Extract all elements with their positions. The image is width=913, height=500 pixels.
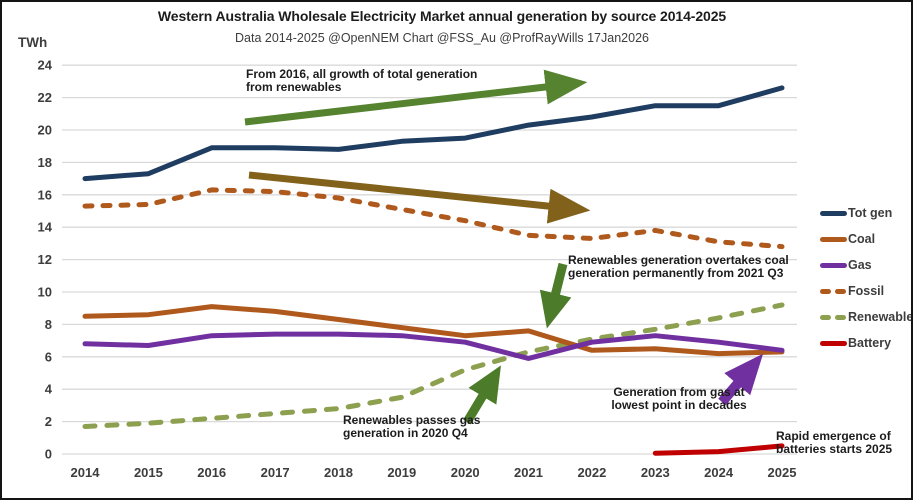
annotation-arrow-fossil-decline-arrow [248, 171, 591, 224]
y-tick-label: 16 [38, 187, 52, 202]
legend-label: Battery [848, 336, 892, 350]
annotation-arrow-renewables-overtake-coal [539, 262, 572, 329]
annotation-arrow-renewables-pass-gas [463, 365, 501, 425]
annotation-battery-emergence: Rapid emergence of batteries starts 2025 [776, 429, 893, 457]
series-line-fossil [82, 187, 785, 250]
x-tick-label: 2021 [514, 465, 543, 480]
x-tick-label: 2025 [768, 465, 797, 480]
series-line-coal [82, 304, 785, 357]
x-tick-label: 2018 [324, 465, 353, 480]
y-tick-label: 6 [45, 349, 52, 364]
series-line-tot-gen [82, 85, 785, 182]
chart-subtitle: Data 2014-2025 @OpenNEM Chart @FSS_Au @P… [235, 31, 649, 45]
legend-swatch [820, 288, 847, 294]
x-tick-label: 2019 [387, 465, 416, 480]
legend: Tot gen Coal Gas Fossil Renewable Battery [820, 200, 913, 356]
x-tick-label: 2023 [641, 465, 670, 480]
legend-item-coal: Coal [820, 226, 911, 252]
annotation-gas-lowest-point: Generation from gas at lowest point in d… [611, 385, 747, 413]
legend-swatch [820, 262, 847, 268]
legend-label: Gas [848, 258, 872, 272]
legend-swatch [820, 210, 847, 216]
x-tick-label: 2016 [197, 465, 226, 480]
legend-swatch [820, 340, 847, 346]
legend-item-tot-gen: Tot gen [820, 200, 911, 226]
series-line-gas [82, 331, 785, 361]
annotation-growth-renewables: From 2016, all growth of total generatio… [246, 67, 478, 95]
series-line-battery [652, 443, 785, 456]
legend-label: Fossil [848, 284, 885, 298]
legend-swatch [820, 314, 847, 320]
y-axis-unit-label: TWh [18, 35, 48, 50]
legend-label: Coal [848, 232, 876, 246]
chart-title: Western Australia Wholesale Electricity … [157, 8, 727, 24]
annotation-renewables-overtake-coal: Renewables generation overtakes coal gen… [568, 253, 789, 281]
legend-item-gas: Gas [820, 252, 911, 278]
x-tick-label: 2017 [261, 465, 290, 480]
legend-label: Renewable [848, 310, 913, 324]
legend-item-fossil: Fossil [820, 278, 911, 304]
x-tick-label: 2014 [71, 465, 101, 480]
y-tick-label: 8 [45, 317, 52, 332]
x-tick-label: 2024 [704, 465, 734, 480]
y-tick-label: 14 [38, 220, 53, 235]
x-tick-label: 2022 [577, 465, 606, 480]
y-tick-label: 10 [38, 285, 52, 300]
y-tick-label: 22 [38, 90, 52, 105]
x-tick-label: 2015 [134, 465, 163, 480]
y-tick-label: 24 [38, 58, 53, 73]
y-tick-label: 20 [38, 123, 52, 138]
legend-label: Tot gen [848, 206, 893, 220]
legend-swatch [820, 236, 847, 242]
annotation-arrow-gas-lowest-point [718, 353, 764, 406]
y-tick-label: 0 [45, 447, 52, 462]
x-tick-label: 2020 [451, 465, 480, 480]
y-tick-label: 2 [45, 414, 52, 429]
y-tick-label: 18 [38, 155, 52, 170]
annotation-renewables-pass-gas: Renewables passes gas generation in 2020… [343, 413, 481, 441]
legend-item-renewable: Renewable [820, 304, 913, 330]
annotation-arrow-growth-renewables [244, 69, 588, 126]
legend-item-battery: Battery [820, 330, 911, 356]
y-tick-label: 4 [45, 382, 53, 397]
y-tick-label: 12 [38, 252, 52, 267]
series-line-renewable [82, 302, 785, 429]
